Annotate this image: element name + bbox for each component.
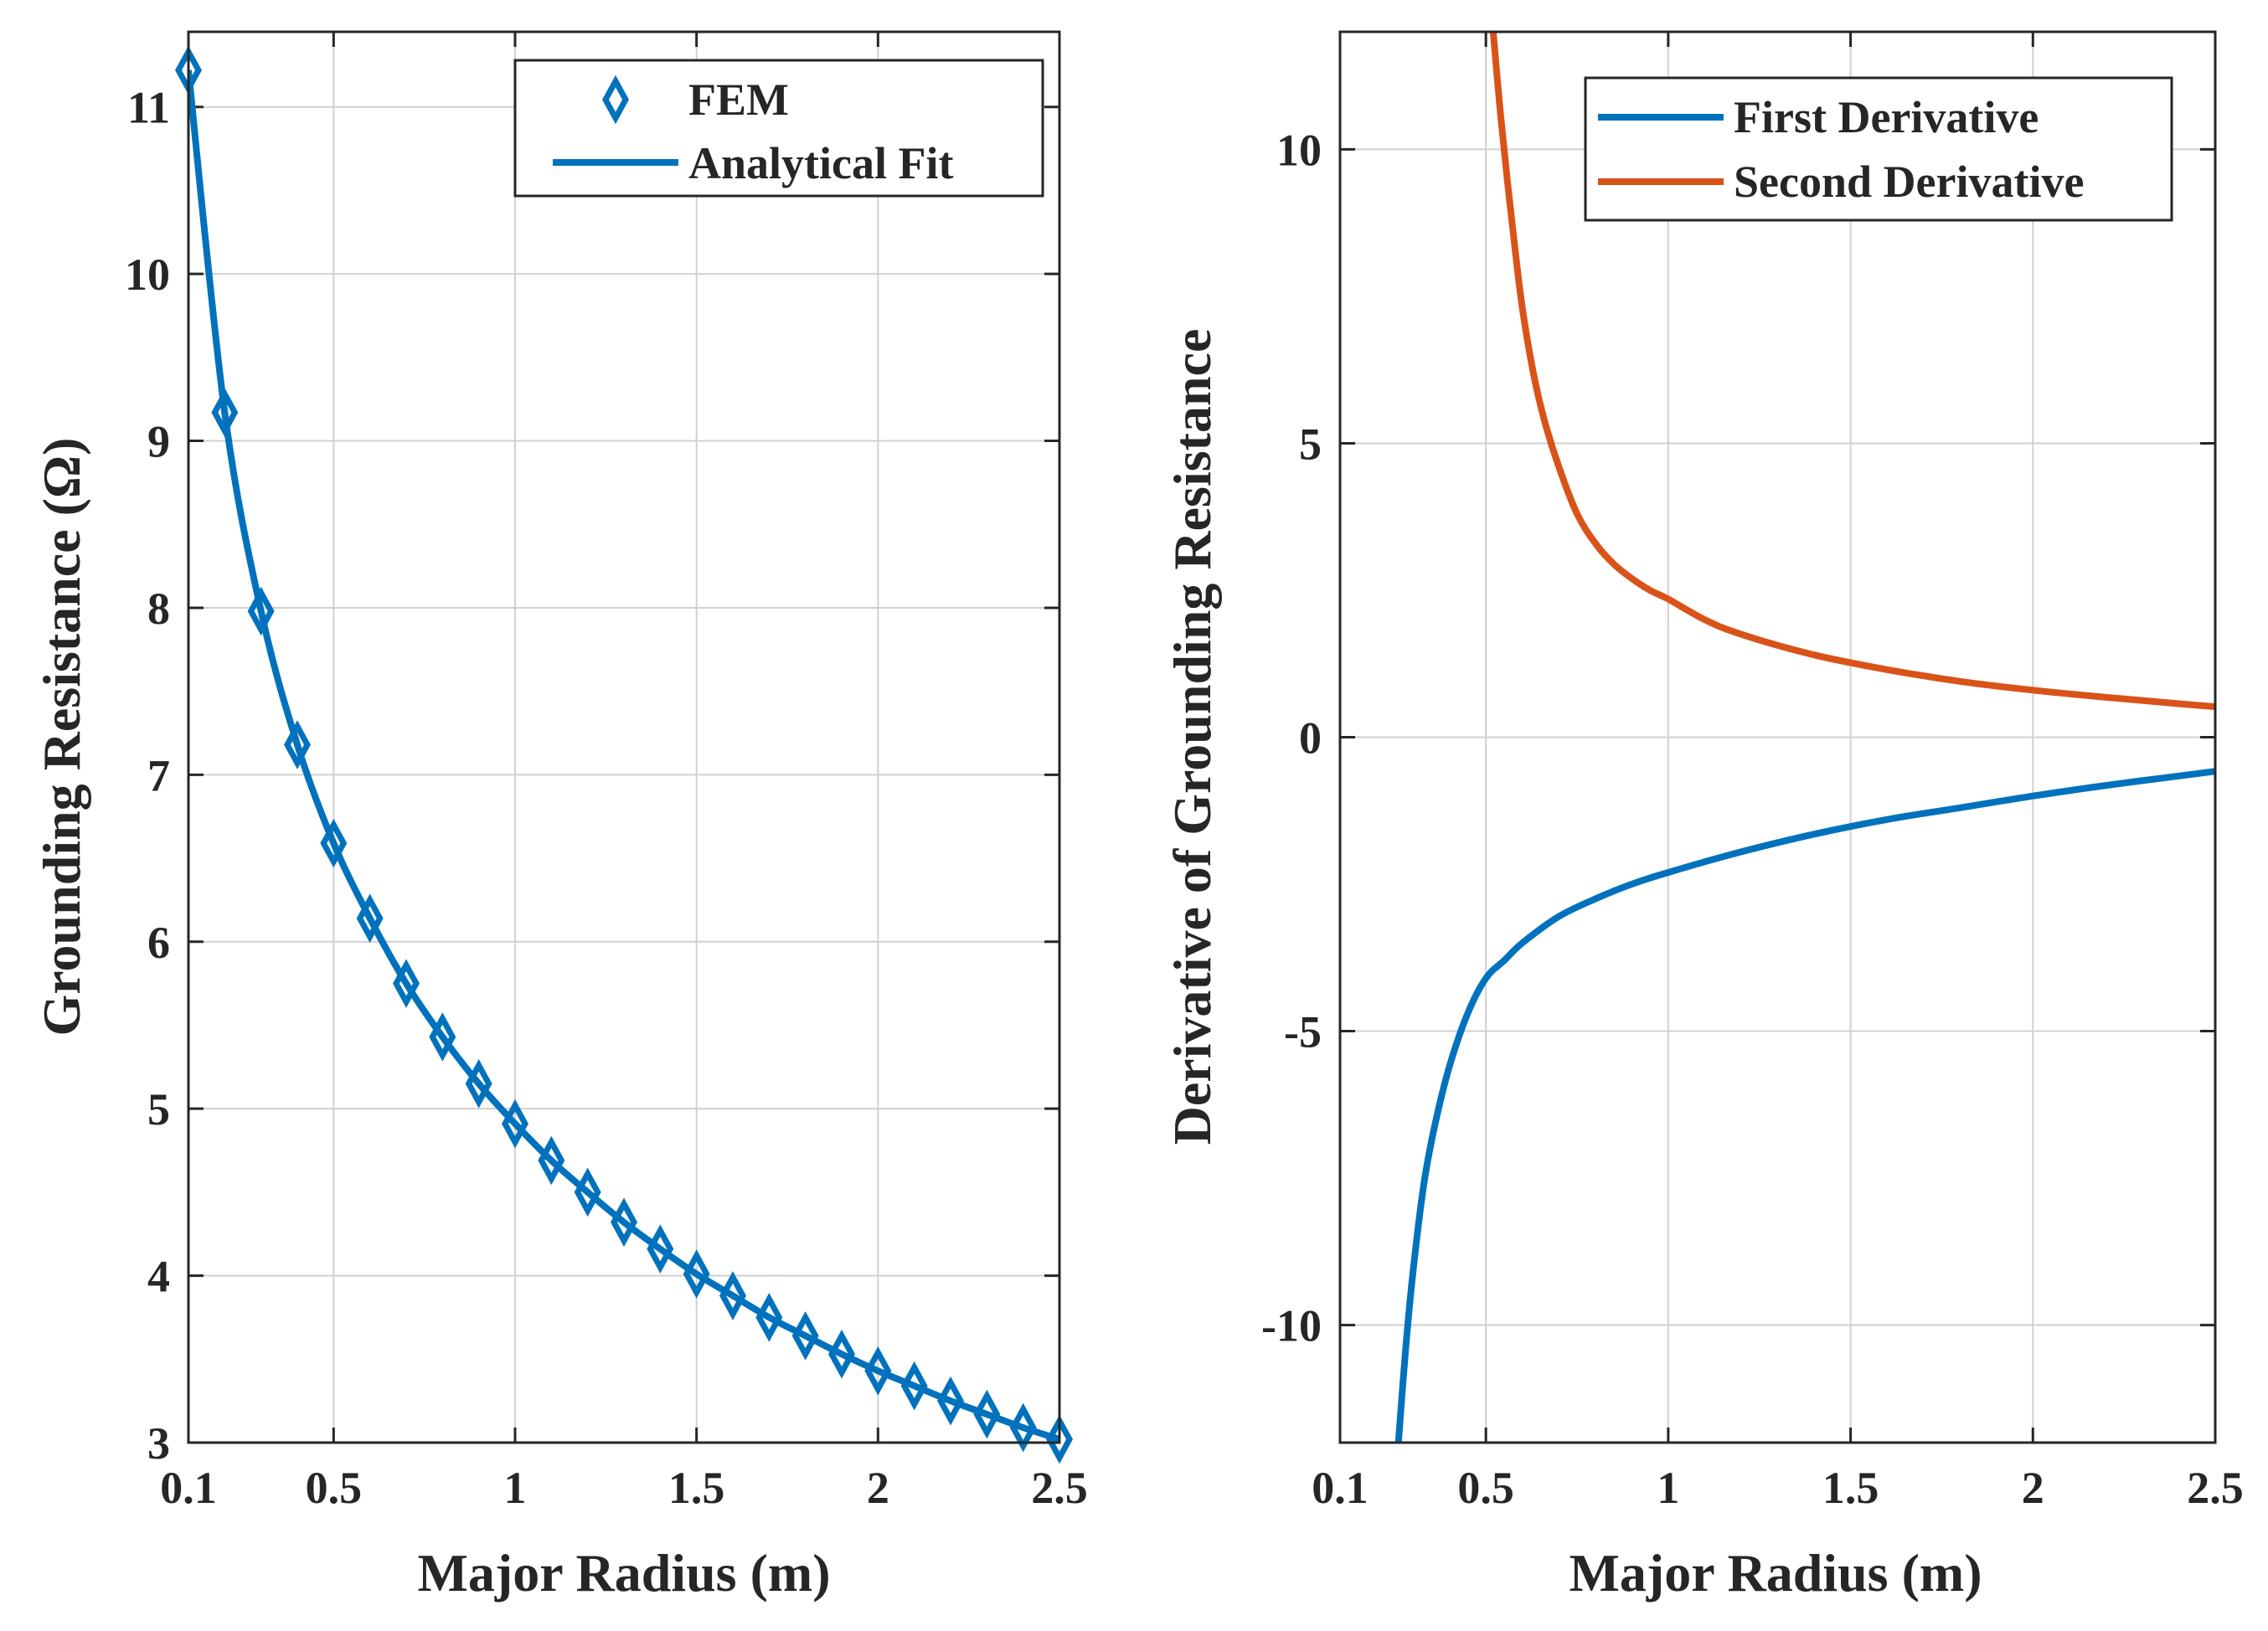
y-tick-label: 10 (1276, 125, 1322, 175)
data-point-diamond (973, 1389, 1001, 1439)
x-tick-label: 1.5 (668, 1463, 725, 1513)
y-tick-label: 6 (147, 918, 170, 968)
x-tick-label: 2.5 (2187, 1463, 2244, 1513)
legend-label-fem: FEM (688, 75, 789, 125)
legend-label-analytical-fit: Analytical Fit (688, 138, 953, 188)
series (175, 45, 1073, 1464)
y-tick-label: 3 (147, 1418, 170, 1469)
data-point-diamond (937, 1376, 964, 1426)
x-tick-label: 0.1 (160, 1463, 217, 1513)
data-point-diamond (683, 1249, 710, 1299)
x-tick-label: 2 (867, 1463, 889, 1513)
data-point-diamond (755, 1293, 783, 1342)
y-tick-label: 8 (147, 584, 170, 634)
data-point-diamond (211, 388, 239, 437)
y-tick-label: 4 (147, 1252, 170, 1302)
y-tick-label: 10 (125, 250, 170, 300)
data-point-diamond (791, 1311, 819, 1361)
legend-entry-first-derivative: First Derivative (1598, 92, 2039, 142)
y-tick-label: -5 (1284, 1007, 1322, 1057)
y-tick-label: 7 (147, 750, 170, 800)
y-tick-label: 5 (1299, 419, 1322, 469)
y-axis-label: Derivative of Grounding Resistance (1162, 329, 1222, 1145)
data-point-diamond (864, 1345, 892, 1396)
legend-box (1584, 76, 2173, 222)
series-line-analytical-fit (188, 69, 1059, 1443)
axes-frame (187, 30, 1061, 1444)
x-tick-label: 0.1 (1312, 1463, 1369, 1513)
legend: FEM Analytical Fit (513, 59, 1044, 198)
legend-label-first-derivative: First Derivative (1734, 92, 2039, 142)
series-fem (175, 45, 1073, 1464)
series-line-second-derivative (1489, 32, 2215, 710)
x-tick-label: 2 (2022, 1463, 2044, 1513)
legend-entry-fem: FEM (602, 75, 789, 125)
chart-derivative: 0.1 0.5 1 1.5 2 2.5 -10 -5 0 5 10 Major Radius (m)… (1162, 30, 2244, 1603)
data-point-diamond (356, 893, 384, 944)
data-point-diamond (538, 1135, 565, 1186)
data-point-diamond (647, 1224, 674, 1273)
series-line-first-derivative (1394, 768, 2215, 1443)
data-point-diamond (719, 1271, 746, 1320)
data-point-diamond (1009, 1402, 1037, 1453)
legend-box (513, 59, 1044, 198)
ticks: 0.1 0.5 1 1.5 2 2.5 3 4 5 6 7 8 9 10 11 (125, 32, 1088, 1513)
ticks: 0.1 0.5 1 1.5 2 2.5 -10 -5 0 5 10 (1261, 32, 2244, 1513)
legend-entry-second-derivative: Second Derivative (1598, 157, 2084, 207)
x-tick-label: 1 (1657, 1463, 1679, 1513)
data-point-diamond (393, 959, 420, 1008)
data-point-diamond (828, 1330, 855, 1379)
x-tick-label: 1.5 (1822, 1463, 1879, 1513)
y-tick-label: -10 (1261, 1301, 1322, 1351)
axes-frame (1338, 30, 2217, 1444)
y-tick-label: 9 (147, 417, 170, 467)
x-axis-label: Major Radius (m) (418, 1543, 831, 1603)
x-axis-label: Major Radius (m) (1570, 1543, 1982, 1603)
y-tick-label: 5 (147, 1084, 170, 1134)
data-point-diamond (247, 586, 275, 636)
data-point-diamond (320, 818, 348, 868)
y-tick-label: 11 (127, 83, 170, 133)
data-point-diamond (611, 1197, 637, 1248)
data-point-diamond (574, 1167, 601, 1217)
x-tick-label: 2.5 (1031, 1463, 1088, 1513)
grid (188, 32, 1059, 1443)
legend: First Derivative Second Derivative (1584, 76, 2173, 222)
data-point-diamond (502, 1098, 528, 1149)
series (1394, 32, 2215, 1443)
data-point-diamond (284, 720, 311, 769)
data-point-diamond (1046, 1414, 1073, 1464)
data-point-diamond (465, 1058, 492, 1109)
grid (1340, 32, 2215, 1443)
x-tick-label: 0.5 (1457, 1463, 1514, 1513)
x-tick-label: 0.5 (306, 1463, 363, 1513)
legend-entry-analytical-fit: Analytical Fit (553, 138, 953, 188)
data-point-diamond (900, 1361, 928, 1411)
legend-marker-diamond-icon (602, 75, 629, 125)
y-axis-label: Grounding Resistance (Ω) (32, 438, 91, 1037)
legend-label-second-derivative: Second Derivative (1734, 157, 2084, 207)
chart-grounding-resistance: 0.1 0.5 1 1.5 2 2.5 3 4 5 6 7 8 9 10 11 Major Radius (… (32, 30, 1088, 1603)
y-tick-label: 0 (1299, 713, 1322, 764)
x-tick-label: 1 (504, 1463, 527, 1513)
data-point-diamond (429, 1012, 456, 1062)
